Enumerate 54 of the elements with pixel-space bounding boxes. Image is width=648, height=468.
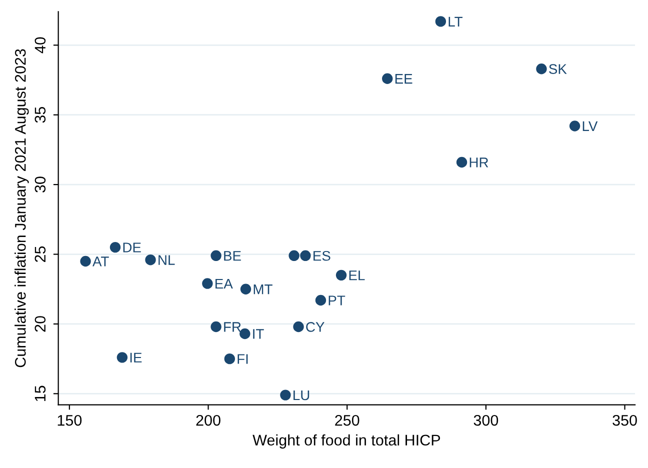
point bbox=[288, 250, 300, 262]
y-tick-label: 20 bbox=[34, 316, 46, 332]
point bbox=[315, 294, 326, 306]
x-tick-label: 350 bbox=[612, 414, 637, 426]
point bbox=[224, 353, 235, 364]
point bbox=[240, 284, 252, 294]
annotation: NL bbox=[158, 255, 175, 265]
y-tick-label: 40 bbox=[34, 37, 46, 54]
point bbox=[280, 390, 291, 400]
x-tick-label: 300 bbox=[474, 414, 498, 426]
annotation: LV bbox=[582, 121, 598, 131]
annotation: EL bbox=[349, 270, 365, 280]
annotation: BE bbox=[224, 251, 241, 261]
x-tick-label: 150 bbox=[58, 414, 82, 426]
annotation: DE bbox=[123, 242, 141, 252]
annotation: IE bbox=[130, 352, 142, 362]
point bbox=[240, 328, 250, 340]
annotation: HR bbox=[470, 158, 488, 168]
point bbox=[210, 321, 222, 332]
y-tick-label: 15 bbox=[34, 386, 46, 401]
annotation: LU bbox=[294, 390, 310, 400]
annotation: ES bbox=[314, 250, 330, 261]
annotation: FI bbox=[238, 354, 248, 364]
annotation: LT bbox=[448, 16, 462, 26]
x-tick-label: 200 bbox=[196, 414, 220, 426]
point bbox=[145, 254, 156, 266]
y-tick-label: 35 bbox=[34, 107, 46, 123]
annotation: SK bbox=[549, 64, 567, 74]
point bbox=[110, 242, 121, 253]
y-tick-label: 25 bbox=[34, 246, 46, 262]
annotation: EE bbox=[395, 74, 412, 84]
point bbox=[435, 16, 446, 27]
point bbox=[202, 278, 213, 289]
annotation: AT bbox=[92, 256, 109, 266]
point bbox=[300, 250, 311, 262]
point bbox=[569, 120, 580, 132]
y-axis-title: Cumulative inflation January 2021 August 2023 bbox=[14, 49, 29, 368]
annotation: CY bbox=[306, 322, 324, 332]
point bbox=[210, 250, 222, 262]
point bbox=[116, 352, 128, 363]
y-tick-label: 30 bbox=[34, 176, 46, 192]
annotation: PT bbox=[328, 296, 346, 306]
annotation: IT bbox=[253, 329, 264, 339]
point bbox=[293, 321, 304, 332]
point bbox=[336, 270, 347, 281]
point bbox=[382, 73, 393, 84]
point bbox=[456, 156, 468, 168]
annotation: MT bbox=[254, 284, 272, 294]
x-tick-label: 250 bbox=[335, 414, 360, 426]
annotation: FR bbox=[224, 322, 241, 332]
annotation: EA bbox=[216, 278, 233, 289]
point bbox=[80, 256, 91, 267]
point bbox=[536, 63, 547, 74]
x-axis-title: Weight of food in total HICP bbox=[252, 434, 440, 449]
